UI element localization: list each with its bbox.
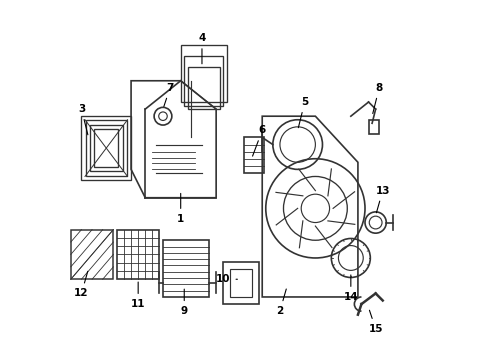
Text: 5: 5 (298, 97, 308, 128)
Text: 7: 7 (163, 83, 173, 107)
Bar (163, 240, 209, 297)
Bar (230, 269, 251, 297)
Text: 3: 3 (78, 104, 88, 135)
Bar (368, 120, 378, 134)
Text: 13: 13 (375, 186, 389, 213)
Text: 9: 9 (180, 289, 187, 316)
Text: 1: 1 (177, 193, 184, 224)
Bar (117, 230, 159, 279)
Text: 8: 8 (372, 83, 382, 113)
Bar (94, 129, 118, 167)
Text: 12: 12 (74, 271, 88, 298)
Bar (187, 67, 219, 109)
Bar (90, 125, 122, 171)
Text: 4: 4 (198, 33, 205, 64)
Text: 2: 2 (276, 289, 285, 316)
Text: 6: 6 (252, 125, 265, 156)
Text: 14: 14 (343, 275, 357, 302)
Text: 10: 10 (216, 274, 237, 284)
Bar (184, 56, 223, 105)
Bar (81, 116, 131, 180)
Bar (223, 261, 258, 304)
Bar (85, 121, 126, 176)
Bar (181, 45, 226, 102)
Text: 15: 15 (367, 310, 382, 334)
Text: 11: 11 (131, 282, 145, 309)
Bar (244, 138, 264, 173)
Bar (71, 230, 113, 279)
